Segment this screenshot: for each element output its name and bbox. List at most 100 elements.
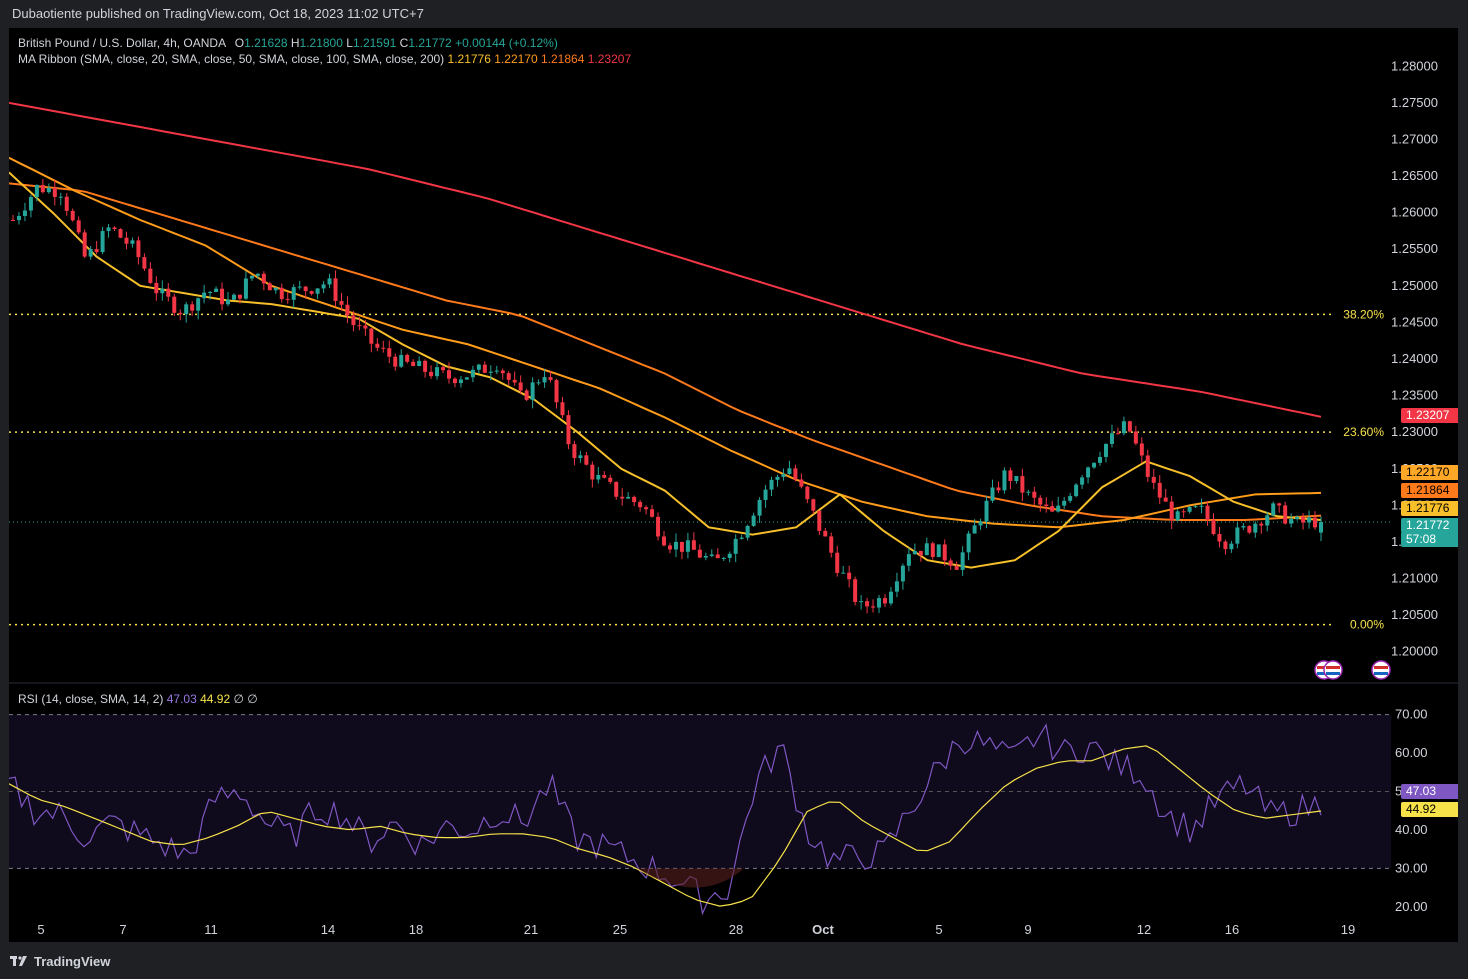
candle [966,530,971,561]
open-label: O [234,36,245,50]
chart-frame[interactable]: 38.20%23.60%0.00% 70.0060.0050.0040.0030… [9,28,1458,942]
candle-body [673,541,678,550]
rsi-extra-1: ∅ [233,692,244,706]
candle-body [793,468,798,480]
rsi-axis-tick: 60.00 [1395,745,1428,760]
time-axis-tick: 5 [935,922,942,937]
candle-body [805,486,810,500]
candle-body [1187,506,1192,512]
candle [273,287,278,294]
symbol-title[interactable]: British Pound / U.S. Dollar, 4h, OANDA [18,36,226,50]
candle [865,597,870,614]
candle-body [727,553,732,558]
candle-body [464,377,469,380]
candle-body [506,373,511,380]
candle [243,271,248,300]
candle-body [530,382,535,400]
candle [196,297,201,320]
candle-body [626,496,631,499]
price-pane: 38.20% 23.60% 0.00% [9,101,1391,680]
candle-body [309,291,314,294]
candle [805,485,810,504]
candle [667,542,672,554]
candle [237,294,242,304]
candle-body [1139,443,1144,456]
candle [1032,486,1037,505]
candle-body [82,232,87,257]
candle [106,223,111,238]
candle-body [1038,497,1043,505]
candle-body [100,231,105,253]
tradingview-footer[interactable]: TradingView [0,948,300,976]
candle-body [936,544,941,558]
candle [1056,496,1061,513]
price-axis-tick: 1.20500 [1391,607,1438,622]
rsi-legend[interactable]: RSI (14, close, SMA, 14, 2) 47.03 44.92 … [18,692,258,706]
candle [918,550,923,562]
countdown-tag: 57:08 [1401,532,1458,547]
candle-body [387,348,392,357]
candle-body [142,257,147,269]
price-axis-tick: 1.27000 [1391,131,1438,146]
candle [536,379,541,386]
candle [488,365,493,381]
ma-ribbon-legend[interactable]: MA Ribbon (SMA, close, 20, SMA, close, 5… [18,52,631,66]
candle-body [781,473,786,477]
rsi-axis-tick: 70.00 [1395,707,1428,722]
candle [1319,516,1323,542]
candle-body [160,288,165,294]
candle-body [823,530,828,537]
candle [1151,468,1156,490]
candle [751,512,756,527]
candle [476,363,481,374]
candle-body [369,328,374,344]
candle-body [393,356,398,367]
candle-body [315,288,320,294]
uk-flag-icon-stripe [1326,672,1340,675]
candle [40,179,45,194]
candle [494,365,499,375]
candle [590,461,595,488]
candle-body [775,476,780,480]
ma-ribbon-title[interactable]: MA Ribbon (SMA, close, 20, SMA, close, 5… [18,52,445,66]
candle [924,537,929,556]
rsi-title[interactable]: RSI (14, close, SMA, 14, 2) [18,692,164,706]
candle [381,340,386,353]
candle [267,281,272,291]
candle [1307,510,1312,529]
candle [888,587,893,606]
candle [178,309,183,321]
candle [775,474,780,487]
candle-body [441,367,446,371]
candle-body [602,475,607,478]
chart-svg[interactable]: 38.20%23.60%0.00% 70.0060.0050.0040.0030… [9,28,1458,942]
candle-body [1032,491,1037,498]
candle-body [1199,505,1204,507]
candle-body [894,581,899,592]
candle [685,532,690,559]
candle [333,270,338,307]
change-value: +0.00144 (+0.12%) [455,36,558,50]
uk-flag-icon-circle [1323,660,1343,680]
symbol-legend[interactable]: British Pound / U.S. Dollar, 4h, OANDA O… [18,36,558,50]
candle [1008,467,1013,490]
candle [662,531,667,547]
candle-body [1109,433,1114,444]
candle [715,548,720,559]
candle-body [1295,516,1300,519]
tradingview-brand[interactable]: TradingView [34,954,111,969]
candle [1241,522,1246,531]
candle [638,499,643,512]
candle-body [1056,505,1061,512]
candle-body [70,210,75,221]
candle [172,293,177,316]
candle-body [632,496,637,503]
ma100-line [9,182,1322,521]
candle-body [202,292,207,299]
candle-body [679,541,684,552]
candle-body [906,554,911,566]
candle [214,286,219,293]
candle-body [339,300,344,305]
candle [1026,489,1031,496]
candle [208,290,213,300]
